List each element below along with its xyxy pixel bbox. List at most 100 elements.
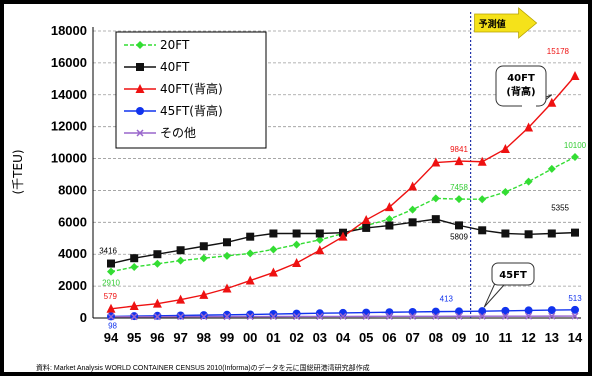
data-point xyxy=(315,245,325,255)
legend: 20FT 40FT 40FT(背高) 45FT(背高) その他 xyxy=(115,31,267,149)
forecast-arrow xyxy=(474,7,538,39)
data-point xyxy=(269,245,278,254)
data-point xyxy=(176,311,185,320)
data-point xyxy=(176,256,185,265)
x-tick-label: 10 xyxy=(475,330,489,345)
data-point xyxy=(524,122,534,132)
data-point xyxy=(455,195,463,204)
legend-label: 40FT xyxy=(160,60,190,74)
data-point xyxy=(431,157,441,167)
y-tick-label: 8000 xyxy=(58,182,87,197)
data-point xyxy=(501,188,510,197)
data-point xyxy=(338,231,348,241)
data-point xyxy=(130,313,138,321)
data-point xyxy=(152,298,162,308)
x-tick-label: 99 xyxy=(220,330,234,345)
data-point xyxy=(292,309,301,318)
data-point xyxy=(361,214,371,224)
y-tick-label: 2000 xyxy=(58,278,87,293)
data-label: 5355 xyxy=(551,204,569,213)
x-tick-label: 96 xyxy=(150,330,164,345)
x-tick-label: 14 xyxy=(568,330,583,345)
callout-box xyxy=(495,65,547,107)
data-point xyxy=(571,305,579,314)
series-markers xyxy=(106,70,580,321)
y-axis-label: (千TEU) xyxy=(11,149,25,194)
data-point xyxy=(571,152,579,161)
callout-pointer xyxy=(483,280,505,308)
data-point xyxy=(269,312,277,321)
x-tick-label: 98 xyxy=(197,330,211,345)
data-point xyxy=(478,307,487,316)
data-label: 7458 xyxy=(450,183,468,192)
x-tick-label: 05 xyxy=(359,330,373,345)
data-point xyxy=(408,205,417,214)
data-point xyxy=(246,232,255,241)
data-point xyxy=(292,257,302,267)
data-point xyxy=(408,181,418,191)
y-tick-label: 6000 xyxy=(58,214,87,229)
data-point xyxy=(107,313,115,321)
data-point xyxy=(107,267,115,276)
data-point xyxy=(409,312,417,320)
data-point xyxy=(477,156,487,166)
legend-swatch-marker xyxy=(136,107,144,115)
data-point xyxy=(571,228,579,237)
callout-text: (背高) xyxy=(506,85,535,98)
data-point xyxy=(570,70,580,80)
data-point xyxy=(223,313,231,321)
data-point xyxy=(385,215,394,224)
data-label: 3416 xyxy=(99,247,117,256)
data-point xyxy=(501,312,509,320)
legend-swatch-marker xyxy=(136,129,144,137)
data-point xyxy=(339,312,347,320)
data-point xyxy=(222,283,232,293)
data-point xyxy=(455,221,463,230)
data-point xyxy=(524,306,533,315)
data-point xyxy=(548,312,556,320)
data-point xyxy=(269,229,278,238)
data-point xyxy=(385,308,394,317)
data-point xyxy=(177,313,185,321)
data-point xyxy=(107,259,115,268)
data-point xyxy=(199,242,208,251)
data-point xyxy=(200,313,208,321)
legend-box xyxy=(115,31,267,149)
x-tick-label: 94 xyxy=(104,330,119,345)
data-point xyxy=(246,313,254,321)
data-point xyxy=(524,177,533,186)
data-point xyxy=(268,267,278,277)
data-label: 413 xyxy=(440,294,454,303)
data-point xyxy=(408,307,417,316)
data-point xyxy=(571,312,579,320)
data-point xyxy=(385,221,394,230)
y-tick-label: 16000 xyxy=(51,55,87,70)
y-tick-label: 10000 xyxy=(51,151,87,166)
data-point xyxy=(292,240,301,249)
x-tick-label: 06 xyxy=(382,330,396,345)
legend-swatch-marker xyxy=(136,63,144,71)
callouts: 40FT(背高) 45FT xyxy=(483,65,553,308)
data-point xyxy=(478,226,487,235)
data-point xyxy=(199,311,208,320)
data-point xyxy=(246,310,255,319)
data-labels: 3416 2910 579 98 9841 7458 5809 413 15178 10100 53… xyxy=(99,47,586,330)
data-point xyxy=(455,312,463,320)
data-point xyxy=(501,229,510,238)
legend-label: その他 xyxy=(160,126,196,140)
data-point xyxy=(153,313,161,321)
data-point xyxy=(524,230,533,239)
legend-swatch-marker xyxy=(136,41,144,49)
data-point xyxy=(478,312,486,320)
legend-swatch-marker xyxy=(135,84,145,93)
data-point xyxy=(106,303,116,313)
data-point xyxy=(293,312,301,320)
data-point xyxy=(547,229,556,238)
data-point xyxy=(315,235,324,244)
data-label: 2910 xyxy=(102,279,120,288)
data-point xyxy=(223,310,231,319)
y-tick-label: 4000 xyxy=(58,246,87,261)
data-point xyxy=(199,254,208,263)
data-label: 98 xyxy=(108,321,117,330)
